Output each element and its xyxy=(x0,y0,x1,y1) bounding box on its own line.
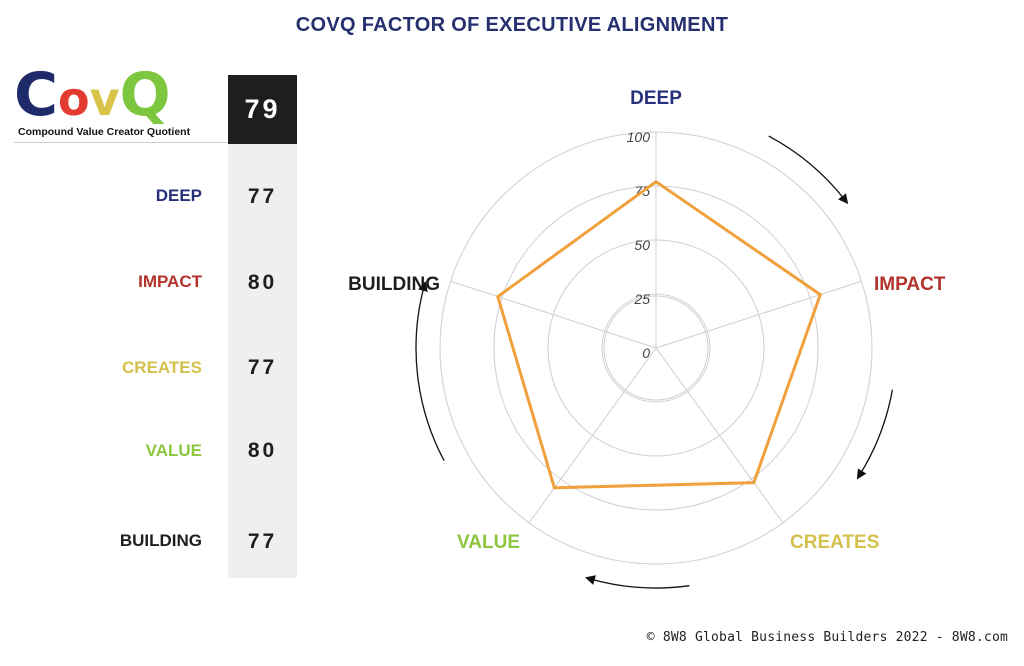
spoke-impact xyxy=(655,280,862,349)
direction-arrow-3 xyxy=(415,281,445,462)
tick-label-0: 0 xyxy=(642,345,650,361)
chart-title: COVQ FACTOR OF EXECUTIVE ALIGNMENT xyxy=(295,14,729,36)
row-value-value: 80 xyxy=(247,439,278,462)
row-label-building: BUILDING xyxy=(119,531,202,550)
overall-score: 79 xyxy=(228,75,297,144)
axis-label-deep: DEEP xyxy=(630,88,682,109)
axis-label-value: VALUE xyxy=(457,532,520,553)
logo-letter-v: v xyxy=(89,72,120,126)
logo-subtitle: Compound Value Creator Quotient xyxy=(18,126,191,138)
series-polygon-0 xyxy=(496,179,823,490)
row-value-impact: 80 xyxy=(247,271,278,294)
row-label-deep: DEEP xyxy=(155,186,202,205)
row-label-value: VALUE xyxy=(145,441,202,460)
tick-label-50: 50 xyxy=(634,237,650,253)
row-value-building: 77 xyxy=(247,530,278,553)
spoke-building xyxy=(450,280,657,349)
row-label-impact: IMPACT xyxy=(138,272,202,291)
axis-label-creates: CREATES xyxy=(790,532,879,553)
score-column xyxy=(228,75,297,578)
direction-arrow-2 xyxy=(584,575,690,589)
tick-label-25: 25 xyxy=(633,291,650,307)
direction-arrow-0 xyxy=(768,135,849,205)
logo-letter-o: o xyxy=(58,72,90,126)
row-value-creates: 77 xyxy=(247,356,278,379)
spoke-creates xyxy=(655,347,784,524)
spoke-value xyxy=(528,347,657,524)
axis-label-impact: IMPACT xyxy=(874,274,946,295)
logo-wordmark: CovQ xyxy=(14,60,171,130)
logo-letter-c: C xyxy=(14,60,59,130)
footer-copyright: © 8W8 Global Business Builders 2022 - 8W… xyxy=(646,630,1008,645)
axis-label-building: BUILDING xyxy=(348,274,440,295)
covq-logo: CovQ Compound Value Creator Quotient xyxy=(14,60,228,144)
row-value-deep: 77 xyxy=(247,185,278,208)
row-label-creates: CREATES xyxy=(122,358,202,377)
tick-label-100: 100 xyxy=(627,129,651,145)
logo-divider xyxy=(14,142,228,143)
direction-arrow-1 xyxy=(856,389,894,480)
logo-letter-q: Q xyxy=(119,60,171,130)
